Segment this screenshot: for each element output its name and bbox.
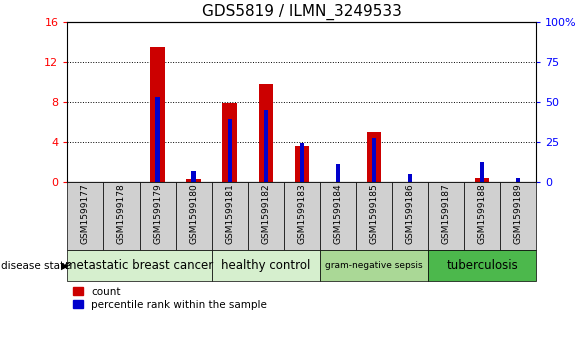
- Bar: [320, 250, 428, 281]
- Bar: [212, 182, 248, 250]
- Text: GSM1599185: GSM1599185: [369, 184, 379, 244]
- Text: GSM1599181: GSM1599181: [225, 184, 234, 244]
- Bar: [500, 182, 536, 250]
- Bar: [258, 84, 273, 182]
- Title: GDS5819 / ILMN_3249533: GDS5819 / ILMN_3249533: [202, 4, 402, 20]
- Bar: [475, 178, 489, 182]
- Text: metastatic breast cancer: metastatic breast cancer: [66, 260, 214, 272]
- Text: GSM1599180: GSM1599180: [189, 184, 198, 244]
- Bar: [151, 47, 165, 182]
- Bar: [356, 182, 392, 250]
- Text: GSM1599182: GSM1599182: [261, 184, 270, 244]
- Text: gram-negative sepsis: gram-negative sepsis: [325, 261, 423, 270]
- Bar: [186, 179, 201, 182]
- Text: healthy control: healthy control: [221, 260, 311, 272]
- Bar: [428, 182, 464, 250]
- Text: GSM1599184: GSM1599184: [333, 184, 342, 244]
- Legend: count, percentile rank within the sample: count, percentile rank within the sample: [73, 286, 267, 310]
- Bar: [223, 103, 237, 182]
- Bar: [176, 182, 212, 250]
- Text: GSM1599178: GSM1599178: [117, 184, 126, 244]
- Bar: [67, 182, 104, 250]
- Bar: [320, 182, 356, 250]
- Text: GSM1599188: GSM1599188: [478, 184, 486, 244]
- Text: GSM1599177: GSM1599177: [81, 184, 90, 244]
- Bar: [192, 171, 196, 182]
- Text: GSM1599183: GSM1599183: [297, 184, 306, 244]
- Bar: [372, 138, 376, 182]
- Text: GSM1599179: GSM1599179: [153, 184, 162, 244]
- Bar: [295, 146, 309, 182]
- Bar: [516, 178, 520, 182]
- Bar: [67, 250, 212, 281]
- Bar: [336, 164, 340, 182]
- Bar: [480, 162, 484, 182]
- Bar: [248, 182, 284, 250]
- Text: tuberculosis: tuberculosis: [446, 260, 518, 272]
- Bar: [392, 182, 428, 250]
- Text: GSM1599187: GSM1599187: [441, 184, 451, 244]
- Bar: [464, 182, 500, 250]
- Bar: [428, 250, 536, 281]
- Bar: [408, 175, 412, 182]
- Text: GSM1599186: GSM1599186: [406, 184, 414, 244]
- Text: ▶: ▶: [61, 261, 69, 271]
- Bar: [367, 132, 381, 182]
- Bar: [299, 143, 304, 182]
- Bar: [104, 182, 139, 250]
- Bar: [264, 110, 268, 182]
- Bar: [284, 182, 320, 250]
- Bar: [139, 182, 176, 250]
- Bar: [227, 119, 232, 182]
- Bar: [155, 97, 160, 182]
- Text: GSM1599189: GSM1599189: [514, 184, 523, 244]
- Text: disease state: disease state: [1, 261, 71, 271]
- Bar: [212, 250, 320, 281]
